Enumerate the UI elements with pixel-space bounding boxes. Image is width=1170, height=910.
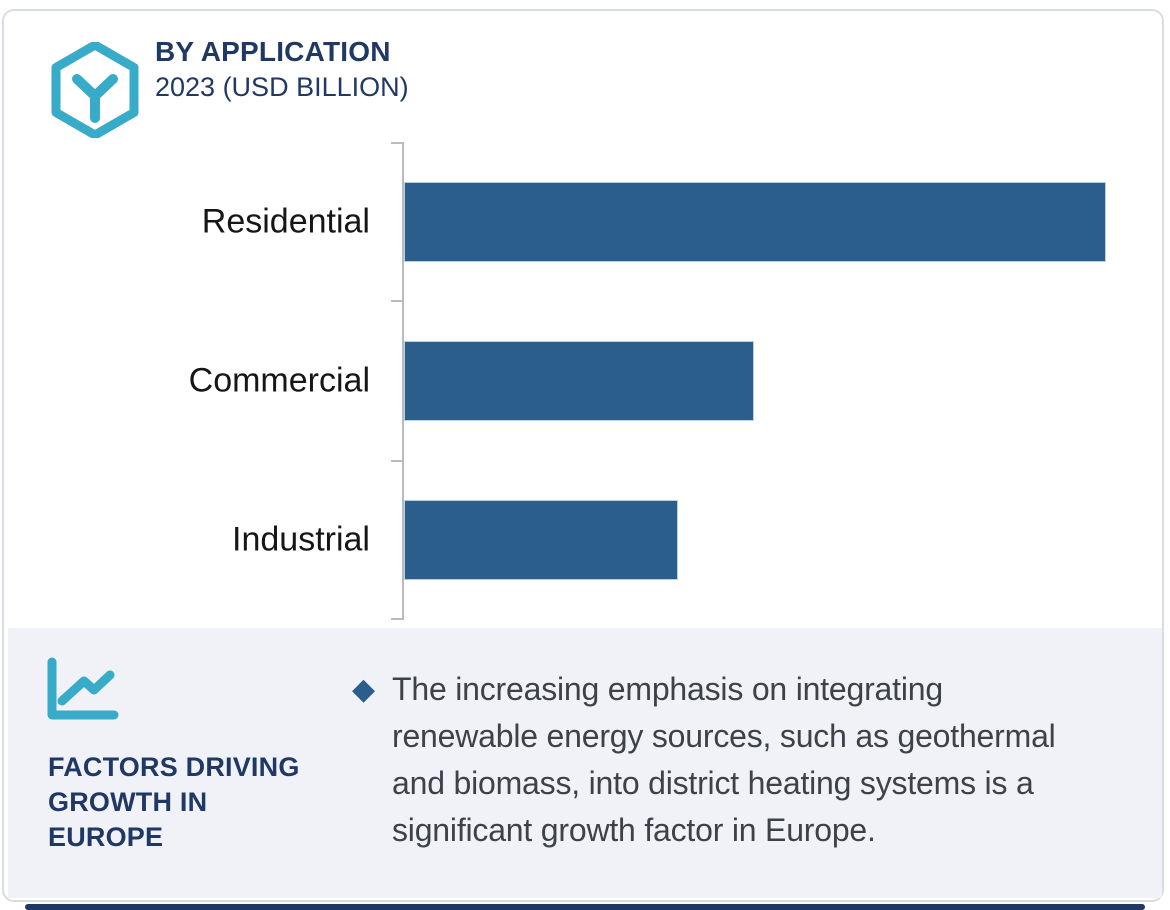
bar-category-label: Industrial xyxy=(232,520,370,559)
bar xyxy=(404,341,754,421)
axis-tick xyxy=(391,460,402,462)
bar xyxy=(404,181,1106,262)
bar-chart: Residential Commercial Industrial xyxy=(0,142,1170,620)
factors-bullet-text: The increasing emphasis on integrating r… xyxy=(392,666,1152,854)
factors-bullet-line: significant growth factor in Europe. xyxy=(392,812,876,848)
bar-category-label: Commercial xyxy=(188,361,370,400)
factors-heading-line: EUROPE xyxy=(48,822,164,852)
factors-bullet-line: renewable energy sources, such as geothe… xyxy=(392,718,1056,754)
factors-heading: FACTORS DRIVING GROWTH IN EUROPE xyxy=(48,750,300,855)
hexagon-y-brand-logo-icon xyxy=(51,42,139,138)
factors-heading-line: FACTORS DRIVING xyxy=(48,752,300,782)
chart-subtitle: 2023 (USD BILLION) xyxy=(155,72,409,102)
axis-tick xyxy=(391,142,402,144)
category-axis-line xyxy=(402,142,404,620)
factors-bullet-line: and biomass, into district heating syste… xyxy=(392,765,1034,801)
factors-bullet-line: The increasing emphasis on integrating xyxy=(392,671,943,707)
bottom-accent-bar xyxy=(25,904,1145,910)
line-chart-icon xyxy=(47,657,119,720)
factors-heading-line: GROWTH IN xyxy=(48,787,208,817)
axis-tick xyxy=(391,300,402,302)
header-titles: BY APPLICATION 2023 (USD BILLION) xyxy=(155,36,409,103)
axis-tick xyxy=(391,618,402,620)
bar-category-label: Residential xyxy=(201,202,370,241)
factors-panel: FACTORS DRIVING GROWTH IN EUROPE ◆ The i… xyxy=(8,628,1162,898)
bar xyxy=(404,500,679,581)
chart-title: BY APPLICATION xyxy=(155,36,391,67)
diamond-bullet-icon: ◆ xyxy=(352,673,376,706)
